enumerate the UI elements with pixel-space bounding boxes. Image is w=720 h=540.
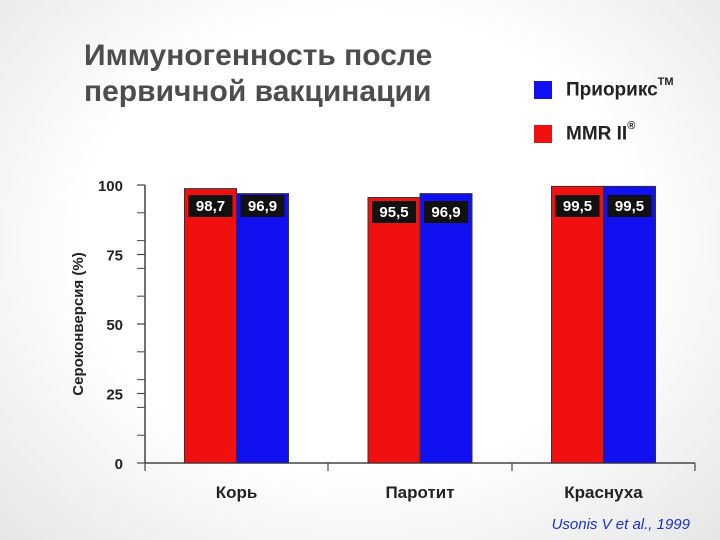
data-label: 96,9: [248, 198, 277, 215]
x-tick-label: Паротит: [385, 483, 454, 502]
y-axis-title: Сероконверсия (%): [70, 252, 87, 395]
data-label: 99,5: [615, 198, 644, 215]
legend-label-mmr: MMR II®: [566, 120, 636, 145]
y-tick-label: 25: [106, 387, 123, 404]
data-label: 98,7: [196, 198, 225, 215]
y-tick-label: 75: [106, 248, 123, 265]
bar: [367, 197, 421, 464]
legend-swatch-priorix: [534, 81, 552, 100]
bar: [236, 193, 289, 464]
data-label: 99,5: [563, 198, 592, 215]
data-label-box: [555, 195, 600, 217]
data-label-box: [188, 195, 233, 217]
y-tick-label: 50: [106, 317, 123, 334]
x-tick-label: Корь: [216, 483, 258, 502]
x-tick-label: Краснуха: [564, 483, 643, 502]
y-tick-label: 100: [98, 178, 123, 195]
data-label: 96,9: [431, 204, 460, 221]
chart-title: Иммуногенность после первичной вакцинаци…: [84, 39, 433, 108]
data-label-box: [372, 201, 416, 223]
data-label-box: [607, 195, 652, 217]
data-label: 95,5: [379, 204, 408, 221]
citation: Usonis V et al., 1999: [551, 516, 690, 533]
legend-label-priorix: ПриориксTM: [566, 76, 674, 101]
legend-item-mmr: MMR II®: [534, 120, 636, 145]
y-tick-label: 0: [115, 456, 123, 473]
data-label-box: [240, 195, 285, 217]
bar: [419, 193, 473, 464]
bar: [603, 185, 656, 464]
legend-swatch-mmr: [534, 125, 552, 144]
bar: [184, 188, 237, 464]
legend-item-priorix: ПриориксTM: [534, 76, 674, 101]
data-label-box: [424, 201, 468, 223]
bar: [551, 185, 604, 464]
